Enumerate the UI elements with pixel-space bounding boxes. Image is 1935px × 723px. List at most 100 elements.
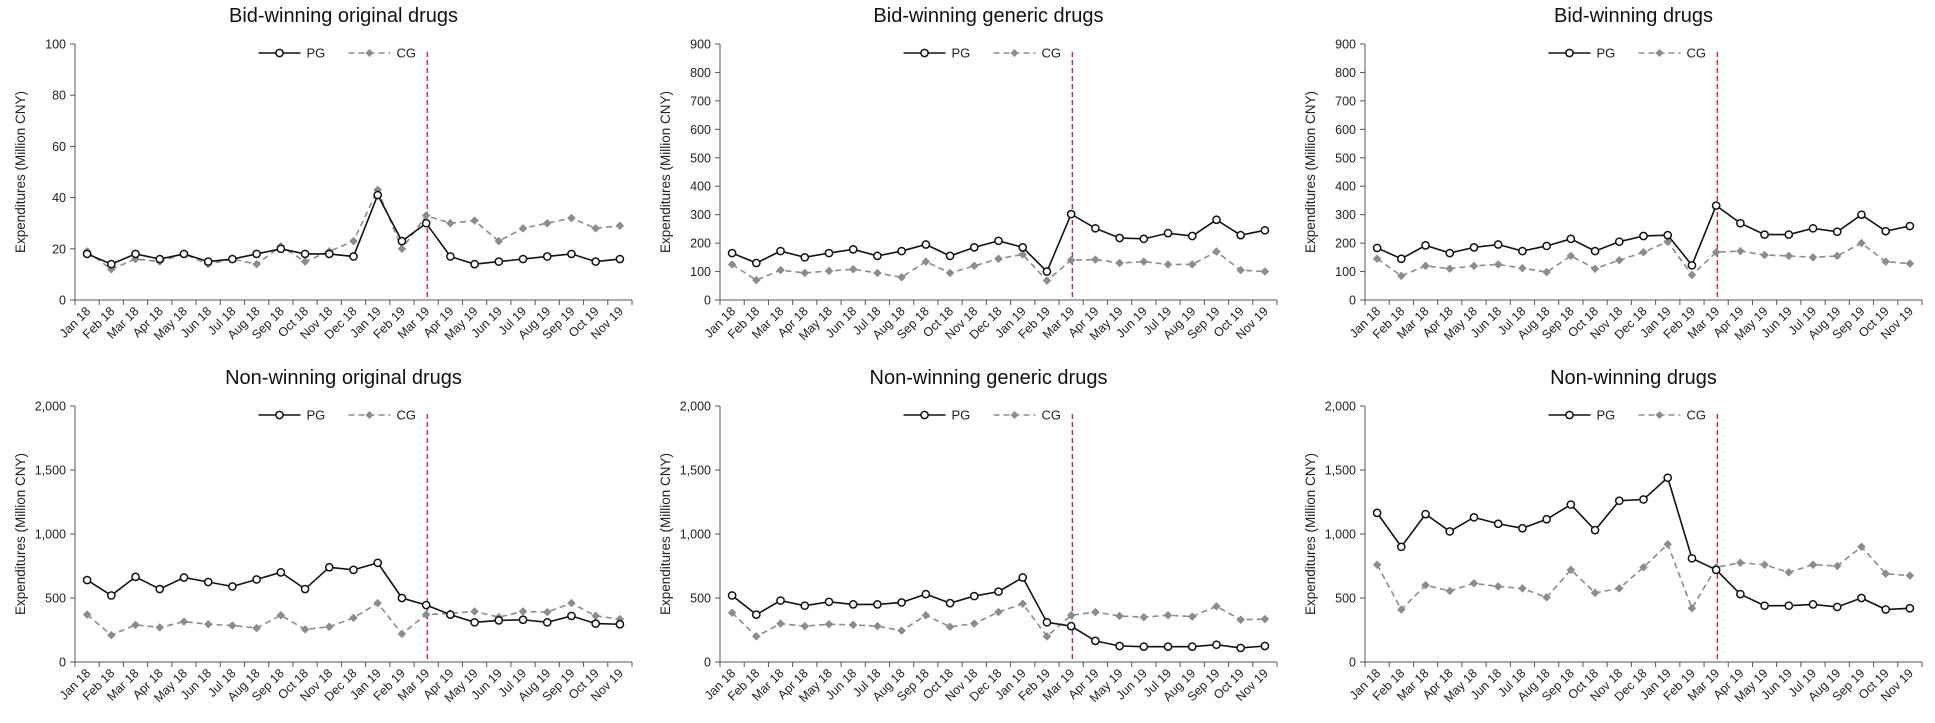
data-point-pg-aug-18 xyxy=(897,598,906,607)
data-point-cg-feb-19 xyxy=(1042,632,1052,641)
chart-title: Non-winning generic drugs xyxy=(870,367,1108,389)
data-point-pg-feb-18 xyxy=(1396,254,1406,264)
chart-title: Bid-winning drugs xyxy=(1554,5,1713,27)
data-point-pg-aug-19 xyxy=(1832,227,1842,237)
data-point-pg-feb-18 xyxy=(106,591,116,600)
legend-label-pg: PG xyxy=(952,408,971,423)
y-axis-label: Expenditures (Million CNY) xyxy=(658,453,673,615)
data-point-cg-jun-19 xyxy=(494,236,504,246)
data-point-pg-jul-18 xyxy=(873,600,882,609)
data-point-pg-oct-19 xyxy=(591,257,601,266)
data-point-cg-may-19 xyxy=(470,607,479,616)
y-tick-label: 60 xyxy=(52,140,66,154)
data-point-pg-nov-19 xyxy=(1905,603,1915,613)
y-tick-label: 2,000 xyxy=(35,400,66,414)
data-point-cg-sep-19 xyxy=(1212,601,1221,611)
data-point-cg-jun-19 xyxy=(1784,568,1794,577)
data-point-cg-jul-18 xyxy=(1518,263,1527,273)
data-point-cg-dec-18 xyxy=(349,236,358,246)
data-point-pg-dec-18 xyxy=(994,236,1003,246)
data-point-cg-may-18 xyxy=(824,619,834,629)
data-point-pg-nov-18 xyxy=(324,562,334,572)
data-point-cg-dec-18 xyxy=(994,254,1003,264)
data-point-pg-dec-18 xyxy=(1639,495,1648,504)
data-point-cg-jun-18 xyxy=(848,264,858,274)
data-point-cg-nov-18 xyxy=(969,619,979,628)
chart-bid-winning: Bid-winning drugs Expenditures (Million C… xyxy=(1303,5,1923,343)
data-point-cg-jul-19 xyxy=(1163,260,1173,269)
data-point-cg-aug-18 xyxy=(252,623,261,633)
data-point-cg-feb-19 xyxy=(397,244,407,254)
data-point-cg-mar-19 xyxy=(1711,247,1721,257)
data-point-cg-dec-18 xyxy=(349,613,358,623)
legend: PG CG xyxy=(1548,408,1706,423)
data-point-pg-may-18 xyxy=(824,248,834,258)
data-point-pg-jun-18 xyxy=(848,600,858,609)
data-point-pg-mar-19 xyxy=(1711,565,1721,575)
data-point-cg-feb-18 xyxy=(1396,271,1406,281)
data-point-pg-sep-18 xyxy=(921,240,931,249)
data-point-cg-apr-18 xyxy=(155,623,165,632)
data-point-pg-jan-18 xyxy=(727,248,737,258)
data-point-cg-mar-18 xyxy=(131,620,140,630)
data-point-pg-apr-18 xyxy=(155,254,165,264)
y-axis-label: Expenditures (Million CNY) xyxy=(1303,453,1318,615)
y-tick-label: 20 xyxy=(52,242,66,256)
data-point-pg-feb-19 xyxy=(397,236,407,246)
data-point-cg-aug-18 xyxy=(897,626,906,635)
data-point-cg-may-19 xyxy=(1115,611,1124,621)
data-point-cg-feb-18 xyxy=(751,275,761,285)
data-point-cg-aug-18 xyxy=(1542,267,1551,277)
data-point-pg-may-19 xyxy=(1115,233,1124,243)
y-axis-label: Expenditures (Million CNY) xyxy=(1303,91,1318,253)
data-point-cg-dec-18 xyxy=(1639,247,1648,257)
data-point-cg-sep-19 xyxy=(567,213,576,223)
data-point-pg-jan-18 xyxy=(1372,243,1382,253)
data-point-cg-jul-18 xyxy=(873,268,882,278)
data-point-pg-sep-19 xyxy=(1212,215,1221,225)
data-point-pg-nov-18 xyxy=(1614,237,1624,247)
data-point-cg-jul-19 xyxy=(1808,252,1818,262)
data-point-cg-sep-18 xyxy=(276,610,286,620)
legend-label-pg: PG xyxy=(307,46,326,61)
chart-title: Non-winning original drugs xyxy=(225,367,462,389)
data-point-pg-oct-19 xyxy=(1236,230,1246,240)
data-point-pg-oct-18 xyxy=(945,598,955,608)
data-point-pg-jul-19 xyxy=(518,615,528,625)
data-point-pg-apr-19 xyxy=(1736,589,1745,599)
data-point-pg-jun-18 xyxy=(203,577,213,587)
data-point-cg-jul-18 xyxy=(873,621,882,631)
data-point-pg-apr-18 xyxy=(800,601,810,611)
data-point-pg-jan-19 xyxy=(1663,230,1673,240)
y-tick-label: 200 xyxy=(1335,237,1356,251)
series-line-cg xyxy=(731,602,1265,638)
data-point-cg-may-19 xyxy=(1760,250,1769,260)
data-point-cg-feb-19 xyxy=(1687,270,1697,280)
data-point-cg-jun-18 xyxy=(848,620,858,630)
data-point-cg-jan-18 xyxy=(82,610,92,619)
legend-marker-pg xyxy=(275,410,284,420)
data-point-pg-aug-19 xyxy=(1832,602,1842,612)
data-point-cg-nov-18 xyxy=(969,261,979,271)
data-point-pg-jul-19 xyxy=(1808,223,1818,233)
data-point-pg-apr-19 xyxy=(1091,636,1100,646)
y-tick-label: 300 xyxy=(690,208,711,222)
data-point-pg-sep-18 xyxy=(1566,500,1576,509)
data-point-pg-mar-19 xyxy=(421,218,431,228)
data-point-cg-jul-19 xyxy=(1808,560,1818,570)
y-tick-label: 100 xyxy=(690,265,711,279)
data-point-pg-oct-19 xyxy=(591,619,601,628)
data-point-pg-sep-19 xyxy=(1857,593,1866,603)
data-point-pg-nov-18 xyxy=(1614,496,1624,506)
data-point-pg-jun-19 xyxy=(494,616,504,625)
data-point-pg-may-18 xyxy=(1469,243,1479,252)
data-point-cg-oct-18 xyxy=(1590,588,1600,598)
data-point-cg-feb-18 xyxy=(751,632,761,641)
panel-non-winning-generic: Non-winning generic drugs Expenditures (M… xyxy=(645,362,1285,722)
data-point-pg-may-18 xyxy=(179,573,189,582)
y-tick-label: 800 xyxy=(1335,66,1356,80)
data-point-pg-apr-19 xyxy=(1091,223,1100,233)
data-point-cg-aug-18 xyxy=(252,259,261,269)
data-point-cg-feb-19 xyxy=(397,629,407,639)
data-point-pg-apr-18 xyxy=(1445,527,1455,536)
